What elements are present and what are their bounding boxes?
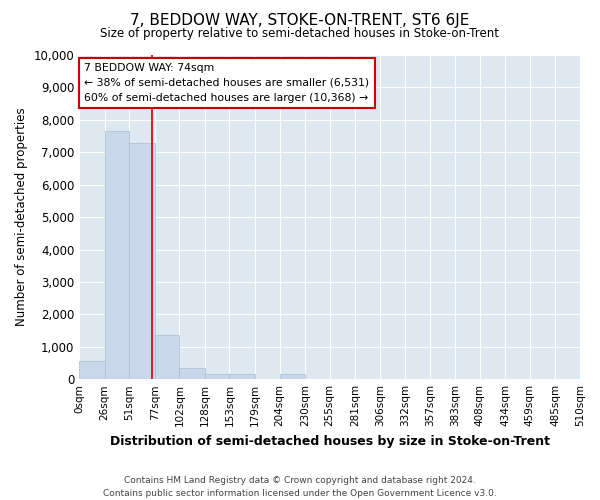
- Bar: [280, 374, 305, 379]
- X-axis label: Distribution of semi-detached houses by size in Stoke-on-Trent: Distribution of semi-detached houses by …: [110, 434, 550, 448]
- Bar: [205, 374, 229, 379]
- Bar: [229, 374, 255, 379]
- Bar: [79, 362, 104, 379]
- Text: 7, BEDDOW WAY, STOKE-ON-TRENT, ST6 6JE: 7, BEDDOW WAY, STOKE-ON-TRENT, ST6 6JE: [130, 12, 470, 28]
- Text: 7 BEDDOW WAY: 74sqm
← 38% of semi-detached houses are smaller (6,531)
60% of sem: 7 BEDDOW WAY: 74sqm ← 38% of semi-detach…: [84, 63, 369, 102]
- Bar: [104, 131, 129, 379]
- Y-axis label: Number of semi-detached properties: Number of semi-detached properties: [15, 108, 28, 326]
- Text: Size of property relative to semi-detached houses in Stoke-on-Trent: Size of property relative to semi-detach…: [101, 28, 499, 40]
- Bar: [155, 336, 179, 379]
- Bar: [179, 368, 205, 379]
- Bar: [129, 142, 155, 379]
- Text: Contains HM Land Registry data © Crown copyright and database right 2024.
Contai: Contains HM Land Registry data © Crown c…: [103, 476, 497, 498]
